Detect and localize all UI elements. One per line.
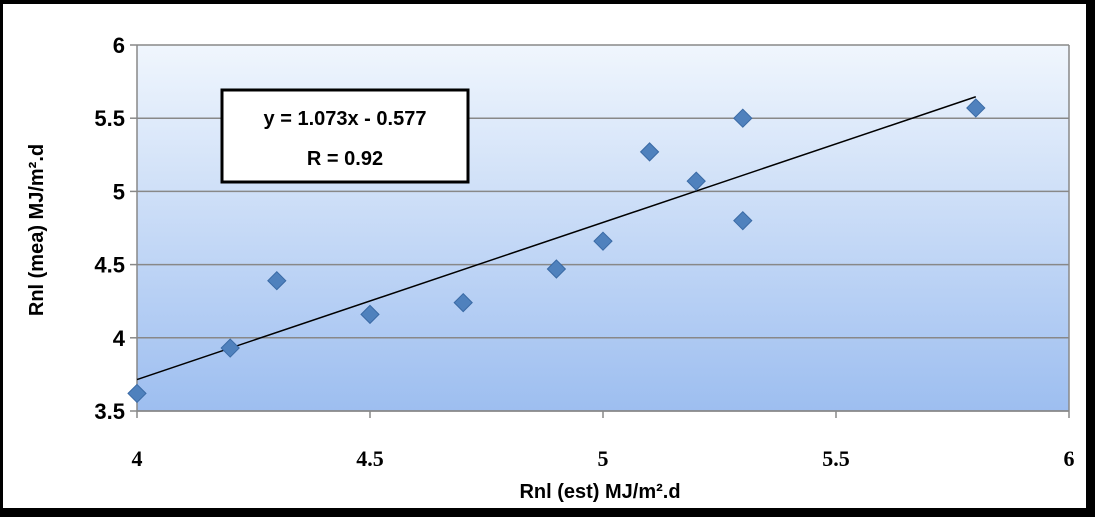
x-tick-label: 5.5 [822,446,850,471]
data-point [593,231,613,251]
y-tick-label: 3.5 [94,399,125,424]
y-tick-label: 5 [113,179,125,204]
x-tick-label: 4.5 [356,446,384,471]
x-tick-labels: 4 4.5 5 5.5 6 [132,446,1075,471]
data-points [127,98,986,404]
x-tick-label: 5 [598,446,609,471]
data-point [639,142,660,162]
data-point [733,108,753,128]
axes [130,44,1070,418]
trendline [136,96,977,381]
x-tick-label: 4 [132,446,143,471]
data-point [360,304,380,325]
y-tick-label: 5.5 [94,106,125,131]
equation-box: y = 1.073x - 0.577 R = 0.92 [220,88,470,184]
y-tick-labels: 3.5 4 4.5 5 5.5 6 [94,33,125,424]
x-tick-label: 6 [1064,446,1075,471]
data-point [267,270,287,291]
data-point [686,171,706,191]
correlation-label: R = 0.92 [307,148,383,170]
data-point [733,210,753,231]
y-axis-title: Rnl (mea) MJ/m².d [26,144,48,316]
y-tick-label: 4.5 [94,253,125,278]
data-point [127,383,147,404]
data-point [220,338,240,358]
y-tick-label: 6 [113,33,125,58]
trendline-group [136,96,977,381]
data-point [966,98,986,118]
trendline-equation: y = 1.073x - 0.577 [264,108,427,130]
gridlines [137,44,1069,412]
data-point [546,259,567,279]
data-point [453,292,473,313]
x-axis-title: Rnl (est) MJ/m².d [519,481,680,503]
y-tick-label: 4 [113,326,126,351]
